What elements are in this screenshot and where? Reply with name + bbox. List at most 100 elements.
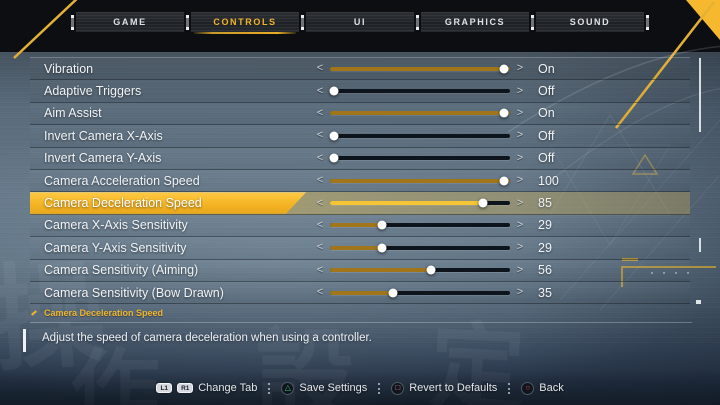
slider-handle[interactable] [377, 220, 387, 230]
slider-handle[interactable] [329, 131, 339, 141]
slider-decrease-arrow[interactable]: < [316, 263, 324, 276]
slider-increase-arrow[interactable]: > [516, 62, 524, 75]
hint-label: Back [539, 382, 564, 394]
slider-handle[interactable] [478, 198, 488, 208]
slider-increase-arrow[interactable]: > [516, 106, 524, 119]
setting-label: Vibration [44, 61, 94, 76]
slider-handle[interactable] [377, 243, 387, 253]
slider-decrease-arrow[interactable]: < [316, 196, 324, 209]
slider-decrease-arrow[interactable]: < [316, 84, 324, 97]
setting-row[interactable]: Invert Camera Y-Axis < > Off [30, 147, 690, 170]
tab-graphics[interactable]: GRAPHICS [421, 12, 529, 32]
setting-label-cell: Camera Acceleration Speed [44, 170, 316, 191]
r1-button-icon: R1 [177, 383, 194, 393]
setting-slider[interactable]: < > [316, 196, 524, 209]
slider-track[interactable] [330, 288, 510, 298]
slider-increase-arrow[interactable]: > [516, 241, 524, 254]
slider-track[interactable] [329, 131, 510, 141]
setting-row[interactable]: Camera Deceleration Speed < >85 [30, 192, 690, 215]
setting-row[interactable]: Invert Camera X-Axis < > Off [30, 125, 690, 148]
slider-increase-arrow[interactable]: > [516, 174, 524, 187]
setting-slider[interactable]: < > [316, 175, 524, 186]
setting-row[interactable]: Camera X-Axis Sensitivity < >29 [30, 214, 690, 238]
setting-slider[interactable]: < > [316, 130, 524, 141]
settings-list: Vibration < > On Adaptive Triggers < > Off Aim A… [30, 57, 690, 305]
tab-ui[interactable]: UI [306, 12, 414, 32]
slider-handle[interactable] [499, 64, 509, 74]
slider-track[interactable] [330, 243, 510, 253]
setting-slider[interactable]: < > [316, 63, 524, 74]
slider-increase-arrow[interactable]: > [516, 84, 524, 97]
setting-row[interactable]: Camera Sensitivity (Aiming) < >56 [30, 259, 690, 282]
detail-left-bar [23, 329, 26, 352]
tab-controls[interactable]: CONTROLS [191, 12, 299, 34]
slider-track[interactable] [330, 108, 510, 118]
tab-sound[interactable]: SOUND [536, 12, 644, 32]
slider-decrease-arrow[interactable]: < [316, 151, 324, 164]
slider-handle[interactable] [426, 265, 436, 275]
setting-slider[interactable]: < > [316, 263, 524, 276]
hint-label: Save Settings [299, 382, 368, 394]
slider-decrease-arrow[interactable]: < [316, 62, 324, 75]
setting-label: Camera X-Axis Sensitivity [44, 218, 188, 233]
slider-decrease-arrow[interactable]: < [316, 286, 324, 299]
setting-label-cell: Adaptive Triggers [44, 80, 316, 101]
detail-title: Camera Deceleration Speed [30, 306, 692, 320]
slider-handle[interactable] [329, 86, 339, 96]
tab-separator-icon [416, 14, 419, 30]
slider-track[interactable] [329, 153, 510, 163]
slider-track[interactable] [330, 64, 510, 74]
setting-value: 35 [538, 285, 552, 300]
slider-increase-arrow[interactable]: > [516, 129, 524, 142]
tab-game[interactable]: GAME [76, 12, 184, 32]
slider-fill [330, 201, 483, 206]
corner-triangle-icon [686, 0, 720, 40]
setting-row[interactable]: Camera Sensitivity (Bow Drawn) < >35 [30, 281, 690, 305]
slider-decrease-arrow[interactable]: < [316, 241, 324, 254]
slider-decrease-arrow[interactable]: < [316, 129, 324, 142]
setting-label-cell: Camera Sensitivity (Bow Drawn) [44, 282, 316, 303]
footer-hint-save-settings[interactable]: △ Save Settings [281, 381, 368, 395]
slider-handle[interactable] [499, 108, 509, 118]
l1-button-icon: L1 [156, 383, 173, 393]
setting-label-cell: Camera Sensitivity (Aiming) [44, 260, 316, 281]
slider-track[interactable] [330, 220, 510, 230]
footer-hint-change-tab[interactable]: L1 R1 Change Tab [156, 382, 257, 394]
setting-row[interactable]: Vibration < > On [30, 58, 690, 81]
slider-track[interactable] [330, 176, 510, 186]
slider-decrease-arrow[interactable]: < [316, 174, 324, 187]
slider-fill [330, 111, 510, 116]
selected-row-plate [30, 192, 306, 213]
setting-row[interactable]: Aim Assist < > On [30, 102, 690, 126]
slider-increase-arrow[interactable]: > [516, 151, 524, 164]
setting-label: Camera Acceleration Speed [44, 173, 200, 188]
slider-handle[interactable] [499, 176, 509, 186]
setting-slider[interactable]: < > [316, 218, 524, 231]
slider-increase-arrow[interactable]: > [516, 263, 524, 276]
setting-slider[interactable]: < > [316, 106, 524, 119]
detail-description: Adjust the speed of camera deceleration … [42, 332, 372, 344]
setting-slider[interactable]: < > [316, 287, 524, 298]
slider-fill [330, 223, 383, 228]
slider-increase-arrow[interactable]: > [516, 286, 524, 299]
slider-increase-arrow[interactable]: > [516, 218, 524, 231]
setting-row[interactable]: Camera Acceleration Speed < >100 [30, 169, 690, 193]
slider-track[interactable] [330, 265, 510, 275]
setting-slider[interactable]: < > [316, 84, 524, 97]
slider-handle[interactable] [388, 288, 398, 298]
footer-hints: L1 R1 Change Tab △ Save Settings □ Revert to D… [156, 381, 564, 395]
slider-fill [330, 290, 393, 295]
setting-slider[interactable]: < > [316, 151, 524, 164]
slider-decrease-arrow[interactable]: < [316, 106, 324, 119]
footer-hint-back[interactable]: ○ Back [521, 381, 564, 395]
slider-track[interactable] [329, 86, 510, 96]
slider-decrease-arrow[interactable]: < [316, 218, 324, 231]
setting-slider[interactable]: < > [316, 242, 524, 253]
slider-increase-arrow[interactable]: > [516, 196, 524, 209]
hint-separator-icon [268, 382, 271, 394]
setting-row[interactable]: Camera Y-Axis Sensitivity < >29 [30, 237, 690, 260]
slider-track[interactable] [330, 198, 510, 208]
slider-handle[interactable] [329, 153, 339, 163]
footer-hint-revert-to-defaults[interactable]: □ Revert to Defaults [391, 381, 497, 395]
setting-row[interactable]: Adaptive Triggers < > Off [30, 80, 690, 103]
